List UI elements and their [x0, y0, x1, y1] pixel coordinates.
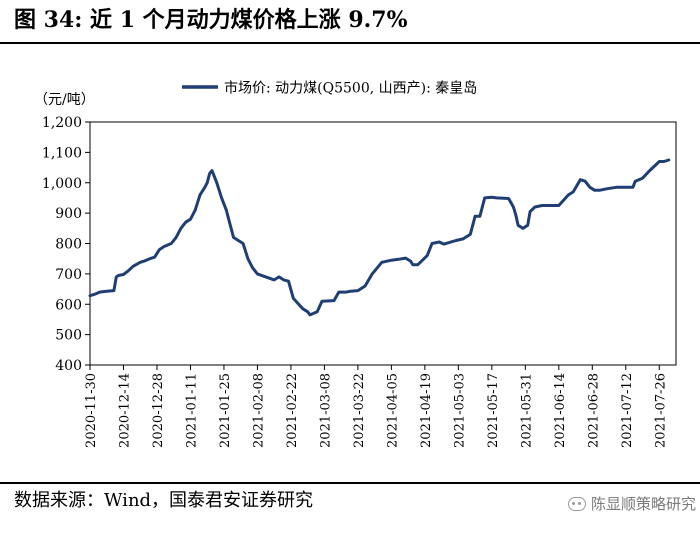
x-tick-label: 2021-07-12 [620, 373, 635, 448]
x-tick-label: 2021-05-31 [519, 373, 534, 448]
x-tick-label: 2021-03-08 [318, 373, 333, 448]
x-tick-label: 2021-03-22 [352, 373, 367, 448]
figure-title: 图 34: 近 1 个月动力煤价格上涨 9.7% [14, 7, 408, 33]
plot-area [89, 121, 677, 366]
x-tick-label: 2021-01-25 [218, 373, 233, 448]
y-axis-unit: （元/吨） [34, 92, 95, 108]
x-tick-label: 2021-04-19 [419, 373, 434, 448]
x-tick-label: 2021-05-17 [486, 373, 501, 448]
wechat-icon [567, 496, 586, 511]
x-axis: 2020-11-30 2020-12-14 2020-12-28 2021-01-11… [84, 365, 668, 448]
x-tick-label: 2021-02-08 [251, 373, 266, 448]
line-chart: 市场价: 动力煤(Q5500, 山西产): 秦皇岛 （元/吨） 400 500 60… [34, 80, 677, 448]
footer-divider [0, 482, 700, 484]
x-tick-label: 2020-11-30 [84, 373, 99, 448]
y-tick-label: 600 [55, 297, 82, 313]
y-tick-label: 400 [55, 358, 82, 374]
x-tick-label: 2021-06-14 [553, 373, 568, 448]
y-axis: 400 500 600 700 800 900 1,000 1,100 1,200 [42, 115, 90, 374]
y-tick-label: 1,100 [42, 145, 82, 161]
y-tick-label: 1,200 [42, 115, 82, 131]
chart-legend: 市场价: 动力煤(Q5500, 山西产): 秦皇岛 [182, 80, 477, 97]
y-tick-label: 500 [55, 328, 82, 344]
y-tick-label: 800 [55, 237, 82, 253]
x-tick-label: 2021-07-26 [653, 373, 668, 448]
x-tick-label: 2021-02-22 [285, 373, 300, 448]
data-source: 数据来源：Wind，国泰君安证券研究 [14, 490, 314, 511]
x-tick-label: 2020-12-28 [151, 373, 166, 448]
legend-label: 市场价: 动力煤(Q5500, 山西产): 秦皇岛 [224, 80, 477, 97]
title-divider [0, 42, 700, 44]
x-tick-label: 2021-05-03 [452, 373, 467, 448]
watermark-label: 陈显顺策略研究 [590, 495, 696, 513]
y-tick-label: 1,000 [42, 176, 82, 192]
watermark: 陈显顺策略研究 [567, 493, 696, 514]
x-tick-label: 2021-04-05 [385, 373, 400, 448]
y-tick-label: 900 [55, 206, 82, 222]
y-tick-label: 700 [55, 267, 82, 283]
price-line [88, 158, 671, 317]
x-tick-label: 2021-01-11 [184, 373, 199, 448]
x-tick-label: 2020-12-14 [117, 373, 132, 448]
x-tick-label: 2021-06-28 [586, 373, 601, 448]
